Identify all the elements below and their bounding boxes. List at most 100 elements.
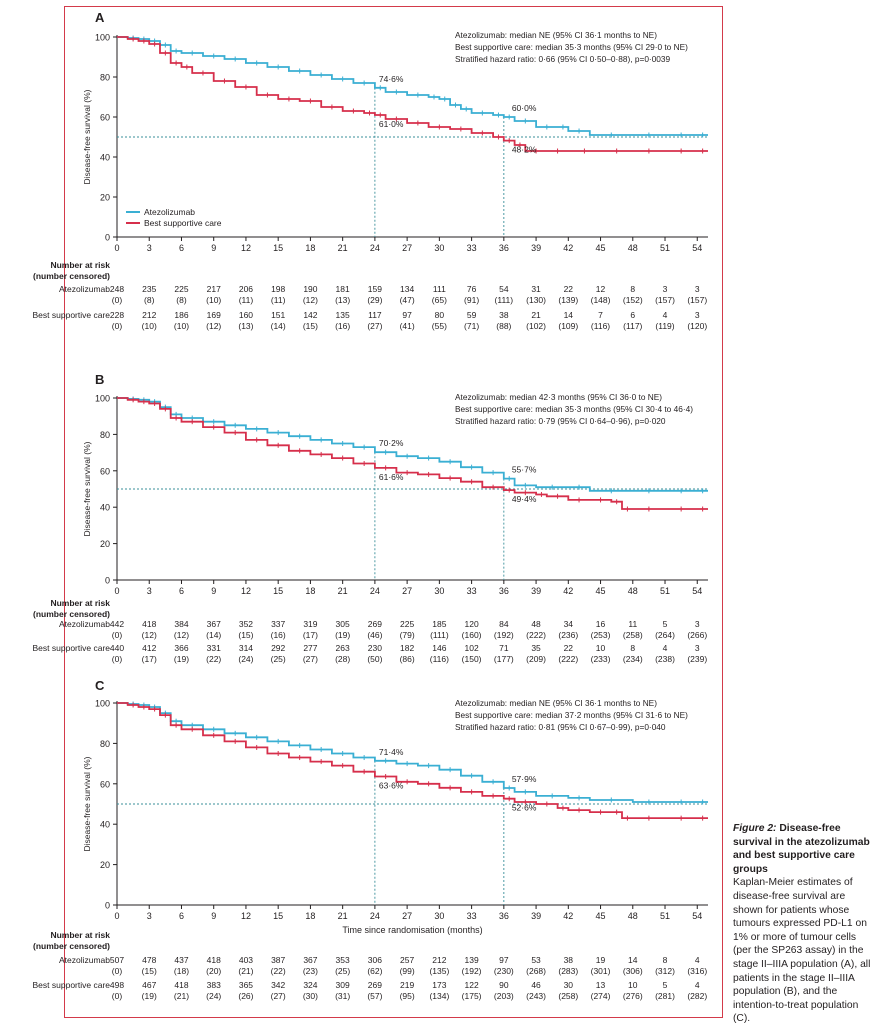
- panel-a-censored-cell: (139): [558, 295, 578, 305]
- panel-c-risk-cell: 19: [596, 955, 606, 965]
- panel-a-x-tick-label: 39: [531, 243, 541, 253]
- panel-b-risk-cell: 185: [432, 619, 446, 629]
- panel-b-censored-cell: (24): [238, 654, 253, 664]
- panel-b-risk-cell: 3: [695, 619, 700, 629]
- panel-b-censored-cell: (258): [623, 630, 643, 640]
- panel-a-risk-cell: 181: [336, 284, 350, 294]
- panel-c-y-tick-label: 60: [100, 779, 110, 789]
- panel-a-risk-cell: 97: [402, 310, 412, 320]
- panel-a-censored-cell: (8): [144, 295, 155, 305]
- panel-a-risk-cell: 169: [207, 310, 221, 320]
- panel-c-x-tick-label: 36: [499, 911, 509, 921]
- panel-b-risk-cell: 412: [142, 643, 156, 653]
- panel-a-x-tick-label: 6: [179, 243, 184, 253]
- panel-b-annotation: 70·2%: [379, 438, 404, 448]
- panel-b-risk-cell: 35: [531, 643, 541, 653]
- panel-b-censored-cell: (239): [687, 654, 707, 664]
- panel-c-risk-cell: 4: [695, 955, 700, 965]
- panel-c-y-tick-label: 80: [100, 739, 110, 749]
- panel-a-censored-cell: (116): [591, 321, 610, 331]
- panel-b-risk-cell: 102: [465, 643, 479, 653]
- panel-b-x-tick-label: 21: [338, 586, 348, 596]
- panel-c-censored-cell: (134): [429, 991, 449, 1001]
- panel-b-risk-cell: 146: [432, 643, 446, 653]
- panel-c-y-tick-label: 100: [95, 699, 110, 709]
- panel-b-censored-cell: (264): [655, 630, 675, 640]
- panel-a-risk-title: Number at risk: [50, 260, 110, 270]
- panel-b-risk-cell: 384: [174, 619, 188, 629]
- panel-c-risk-cell: 10: [628, 980, 638, 990]
- panel-b-x-tick-label: 54: [692, 586, 702, 596]
- panel-b-risk-cell: 5: [663, 619, 668, 629]
- panel-c-risk-row-label: Best supportive care: [33, 980, 111, 990]
- panel-b-letter: B: [95, 372, 104, 387]
- panel-c-risk-cell: 257: [400, 955, 414, 965]
- panel-a-y-tick-label: 0: [105, 233, 110, 243]
- panel-c-risk-cell: 467: [142, 980, 156, 990]
- panel-b-censored-cell: (50): [367, 654, 382, 664]
- panel-a-x-tick-label: 54: [692, 243, 702, 253]
- panel-b-censored-cell: (266): [687, 630, 707, 640]
- panel-c-censored-cell: (99): [400, 966, 415, 976]
- panel-a-censored-cell: (16): [335, 321, 350, 331]
- panel-a-risk-cell: 225: [174, 284, 188, 294]
- panel-b-risk-cell: 120: [465, 619, 479, 629]
- panel-a-y-tick-label: 40: [100, 153, 110, 163]
- panel-a-annotation: 60·0%: [512, 103, 537, 113]
- panel-c-x-tick-label: 30: [434, 911, 444, 921]
- panel-b-y-tick-label: 40: [100, 503, 110, 513]
- panel-a-censored-cell: (152): [623, 295, 643, 305]
- panel-a-censored-cell: (29): [367, 295, 382, 305]
- panel-b-y-axis-label: Disease-free survival (%): [82, 441, 92, 536]
- panel-a-stats-line: Atezolizumab: median NE (95% CI 36·1 mon…: [455, 30, 657, 40]
- panel-b-x-tick-label: 42: [563, 586, 573, 596]
- panel-b-risk-cell: 16: [596, 619, 606, 629]
- panel-c-risk-cell: 507: [110, 955, 124, 965]
- panel-a-stats-line: Best supportive care: median 35·3 months…: [455, 42, 688, 52]
- panel-b-censored-cell: (236): [558, 630, 578, 640]
- panel-c-censored-cell: (274): [591, 991, 611, 1001]
- panel-b-censored-cell: (19): [174, 654, 189, 664]
- panel-b-x-tick-label: 15: [273, 586, 283, 596]
- panel-c-risk-cell: 418: [174, 980, 188, 990]
- panel-a-risk-cell: 38: [499, 310, 509, 320]
- panel-c-censored-cell: (57): [367, 991, 382, 1001]
- panel-b-censored-cell: (46): [367, 630, 382, 640]
- panel-b-y-tick-label: 20: [100, 539, 110, 549]
- panel-c-risk-cell: 38: [564, 955, 574, 965]
- panel-a-risk-cell: 190: [303, 284, 317, 294]
- panel-a-censored-cell: (41): [400, 321, 415, 331]
- panel-a-risk-cell: 21: [531, 310, 541, 320]
- panel-a-censored-cell: (8): [176, 295, 187, 305]
- panel-b-censored-cell: (253): [591, 630, 611, 640]
- panel-a-risk-cell: 212: [142, 310, 156, 320]
- panel-b-censored-cell: (17): [142, 654, 157, 664]
- panel-c-risk-cell: 53: [531, 955, 541, 965]
- panel-a-censored-cell: (12): [303, 295, 318, 305]
- panel-b-risk-cell: 22: [564, 643, 574, 653]
- panel-b-risk-cell: 442: [110, 619, 124, 629]
- panel-b-risk-cell: 182: [400, 643, 414, 653]
- panel-a-x-tick-label: 3: [147, 243, 152, 253]
- panel-c-censored-cell: (23): [303, 966, 318, 976]
- panel-c-censored-cell: (243): [526, 991, 546, 1001]
- panel-a-x-tick-label: 9: [211, 243, 216, 253]
- panel-c-risk-cell: 342: [271, 980, 285, 990]
- panel-c-risk-cell: 8: [663, 955, 668, 965]
- panel-b-stats-line: Stratified hazard ratio: 0·79 (95% CI 0·…: [455, 416, 666, 426]
- panel-c-censored-cell: (19): [142, 991, 157, 1001]
- panel-a-x-tick-label: 27: [402, 243, 412, 253]
- panel-a-risk-subtitle: (number censored): [33, 271, 110, 281]
- panel-b-risk-cell: 34: [564, 619, 574, 629]
- panel-b-risk-cell: 292: [271, 643, 285, 653]
- panel-c-x-tick-label: 9: [211, 911, 216, 921]
- panel-b-risk-cell: 4: [663, 643, 668, 653]
- panel-b-bsc-curve: [117, 397, 708, 510]
- panel-a-censored-cell: (71): [464, 321, 479, 331]
- panel-c-censored-cell: (27): [271, 991, 286, 1001]
- panel-c-risk-cell: 324: [303, 980, 317, 990]
- panel-a-x-tick-label: 42: [563, 243, 573, 253]
- panel-c-y-tick-label: 0: [105, 901, 110, 911]
- panel-c-risk-subtitle: (number censored): [33, 941, 110, 951]
